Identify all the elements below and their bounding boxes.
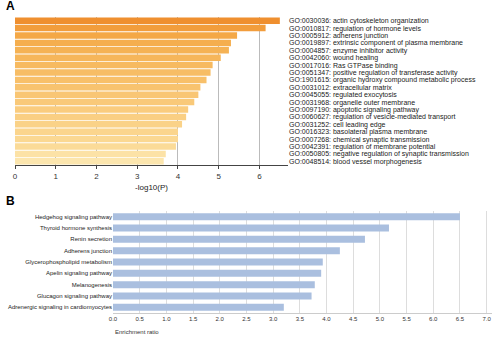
svg-text:1: 1 (54, 172, 59, 181)
svg-text:GO:0042060: wound healing: GO:0042060: wound healing (289, 54, 378, 62)
svg-text:Enrichment ratio: Enrichment ratio (115, 329, 159, 335)
svg-text:2.0: 2.0 (216, 316, 225, 322)
svg-text:6.0: 6.0 (429, 316, 438, 322)
svg-text:Adrenergic signaling in cardio: Adrenergic signaling in cardiomyocytes (8, 304, 112, 310)
svg-text:Adherens junction: Adherens junction (64, 248, 112, 254)
svg-text:5.5: 5.5 (402, 316, 411, 322)
svg-text:2.5: 2.5 (242, 316, 251, 322)
svg-text:B: B (6, 195, 15, 208)
svg-text:4.0: 4.0 (322, 316, 331, 322)
svg-text:7.0: 7.0 (482, 316, 491, 322)
svg-text:Glucagon signaling pathway: Glucagon signaling pathway (37, 293, 112, 299)
svg-text:GO:0030036: actin cytoskeleton: GO:0030036: actin cytoskeleton organizat… (289, 17, 429, 25)
svg-text:GO:0016323: basolateral plasma: GO:0016323: basolateral plasma membrane (289, 128, 427, 136)
svg-text:Apelin signaling pathway: Apelin signaling pathway (46, 270, 112, 276)
svg-text:0.5: 0.5 (136, 316, 145, 322)
svg-text:Melanogenesis: Melanogenesis (72, 282, 112, 288)
svg-text:3.0: 3.0 (269, 316, 278, 322)
svg-text:-log10(P): -log10(P) (135, 183, 168, 192)
svg-text:6.5: 6.5 (456, 316, 465, 322)
svg-text:A: A (6, 0, 15, 13)
svg-text:GO:0010817: regulation of horm: GO:0010817: regulation of hormone levels (289, 25, 421, 33)
svg-text:GO:1901615: organic hydroxy co: GO:1901615: organic hydroxy compound met… (289, 76, 476, 84)
svg-text:0: 0 (13, 172, 18, 181)
svg-text:4: 4 (176, 172, 181, 181)
svg-text:4.5: 4.5 (349, 316, 358, 322)
svg-text:Hedgehog signaling pathway: Hedgehog signaling pathway (35, 214, 112, 220)
svg-text:5: 5 (217, 172, 222, 181)
svg-text:GO:0050805: negative regulatio: GO:0050805: negative regulation of synap… (289, 150, 469, 158)
svg-text:GO:0019897: extrinsic componen: GO:0019897: extrinsic component of plasm… (289, 39, 463, 47)
svg-text:3: 3 (135, 172, 140, 181)
svg-text:GO:0031012: extracellular matr: GO:0031012: extracellular matrix (289, 84, 392, 91)
svg-text:3.5: 3.5 (296, 316, 305, 322)
svg-text:GO:0017016: Ras GTPase binding: GO:0017016: Ras GTPase binding (289, 62, 398, 70)
svg-text:Thyroid hormone synthesis: Thyroid hormone synthesis (40, 225, 112, 231)
svg-text:0.0: 0.0 (109, 316, 118, 322)
svg-text:GO:0048514: blood vessel morph: GO:0048514: blood vessel morphogenesis (289, 158, 422, 166)
svg-text:GO:0042391: regulation of memb: GO:0042391: regulation of membrane poten… (289, 143, 436, 151)
svg-text:1.5: 1.5 (189, 316, 198, 322)
svg-text:GO:0031968: organelle outer me: GO:0031968: organelle outer membrane (289, 99, 415, 107)
svg-text:GO:0031252: cell leading edge: GO:0031252: cell leading edge (289, 121, 386, 129)
svg-text:GO:0005912: adherens junction: GO:0005912: adherens junction (289, 32, 388, 40)
svg-text:GO:0060627: regulation of vesi: GO:0060627: regulation of vesicle-mediat… (289, 113, 456, 121)
svg-text:GO:0051347: positive regulatio: GO:0051347: positive regulation of trans… (289, 69, 458, 77)
svg-text:GO:0004857: enzyme inhibitor a: GO:0004857: enzyme inhibitor activity (289, 47, 408, 55)
svg-text:6: 6 (257, 172, 262, 181)
svg-text:2: 2 (94, 172, 99, 181)
svg-text:1.0: 1.0 (162, 316, 171, 322)
svg-text:GO:0007268: chemical synaptic: GO:0007268: chemical synaptic transmissi… (289, 136, 430, 144)
svg-text:Glycerophospholipid metabolism: Glycerophospholipid metabolism (25, 259, 112, 265)
svg-text:Renin secretion: Renin secretion (70, 236, 112, 242)
svg-text:GO:0097190: apoptotic signalin: GO:0097190: apoptotic signaling pathway (289, 106, 419, 114)
svg-text:5.0: 5.0 (376, 316, 385, 322)
svg-text:GO:0045055: regulated exocytos: GO:0045055: regulated exocytosis (289, 91, 397, 99)
